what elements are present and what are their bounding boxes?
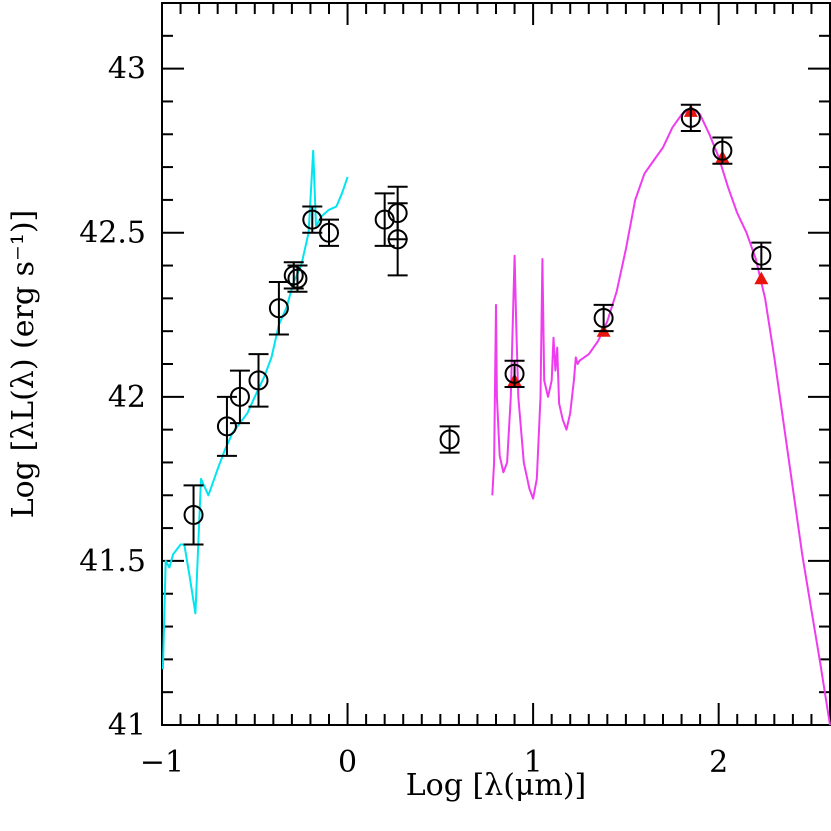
data-point	[319, 218, 339, 247]
data-point	[183, 484, 204, 546]
data-point-circle	[593, 308, 614, 329]
y-tick-label: 41.5	[79, 544, 146, 579]
x-tick-label: 0	[338, 745, 357, 780]
data-point	[439, 425, 460, 454]
y-tick-label: 42	[108, 380, 146, 415]
data-point-circle	[712, 140, 733, 161]
tick-labels: −1 0 1 2 41 41.5 42 42.5 43	[79, 52, 728, 780]
data-point	[248, 353, 269, 408]
data-point-circle	[751, 245, 772, 266]
data-point-circle	[439, 429, 460, 450]
model-sed-line	[491, 107, 831, 726]
data-point-circle	[229, 386, 250, 407]
optical-spectrum-line	[161, 149, 349, 670]
data-point	[751, 241, 772, 270]
data-point-circle	[374, 209, 395, 230]
data-point	[268, 280, 289, 336]
data-point	[216, 395, 237, 457]
y-tick-label: 43	[108, 52, 146, 87]
model-triangle-marker	[754, 271, 769, 285]
x-tick-label: 1	[524, 745, 543, 780]
data-point	[302, 205, 323, 234]
x-tick-label: 2	[709, 745, 728, 780]
data-point-circle	[287, 268, 308, 289]
markers	[183, 103, 772, 546]
data-point	[229, 369, 250, 425]
data-point-circle	[504, 363, 525, 384]
y-tick-label: 42.5	[79, 216, 146, 251]
x-tick-label: −1	[140, 745, 184, 780]
data-point	[374, 192, 395, 247]
data-point	[387, 202, 408, 277]
data-point	[593, 303, 614, 333]
data-point-circle	[268, 298, 289, 319]
data-point-circle	[387, 229, 408, 250]
data-point-circle	[248, 370, 269, 391]
data-point-circle	[183, 504, 204, 525]
data-point-circle	[319, 222, 339, 243]
data-point-circle	[216, 416, 237, 437]
data-point	[287, 264, 308, 293]
data-point-circle	[680, 107, 701, 128]
data-point	[680, 103, 701, 132]
data-point	[712, 136, 733, 165]
axis-ticks	[161, 2, 831, 726]
x-axis-title: Log [λ(μm)]	[406, 768, 587, 803]
y-axis-title: Log [λL(λ) (erg s⁻¹)]	[6, 210, 41, 519]
data-point	[504, 359, 525, 388]
y-tick-label: 41	[108, 708, 146, 743]
curves	[161, 107, 831, 726]
